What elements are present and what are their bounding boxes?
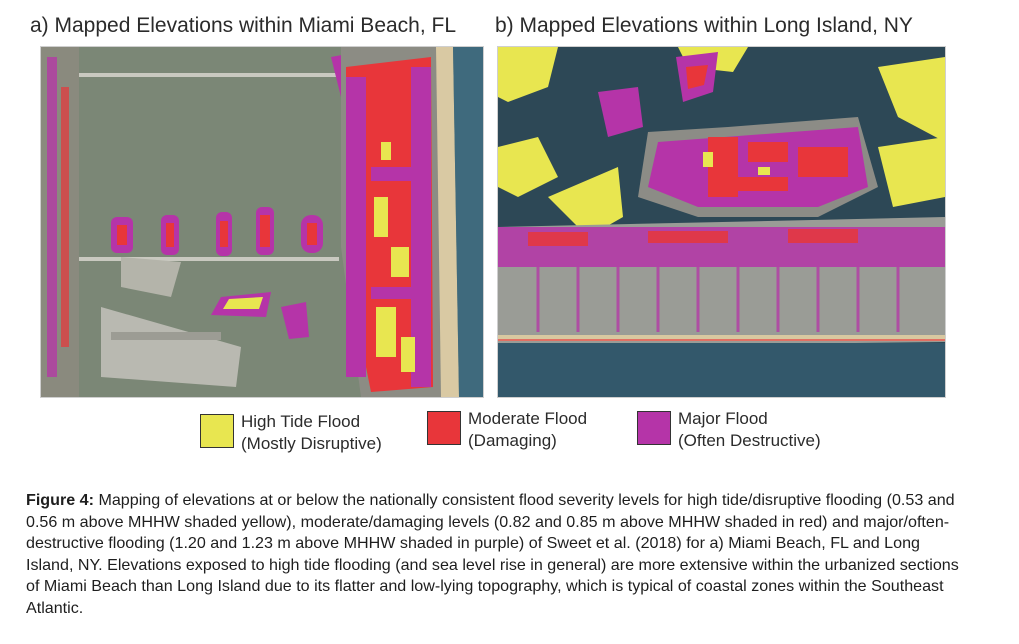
long-island-map	[497, 46, 946, 398]
legend-label: Major Flood	[678, 409, 768, 428]
legend-moderate: Moderate Flood (Damaging)	[427, 408, 587, 452]
legend-label: Moderate Flood	[468, 409, 588, 428]
legend-high-tide: High Tide Flood (Mostly Disruptive)	[200, 411, 382, 455]
panel-a-title: a) Mapped Elevations within Miami Beach,…	[30, 14, 457, 37]
panel-b-title: b) Mapped Elevations within Long Island,…	[495, 14, 913, 37]
legend-swatch-purple	[637, 411, 671, 445]
legend-major: Major Flood (Often Destructive)	[637, 408, 821, 452]
miami-beach-map	[40, 46, 484, 398]
caption-label: Figure 4:	[26, 491, 94, 509]
legend-sublabel: (Mostly Disruptive)	[241, 434, 382, 453]
caption-text: Mapping of elevations at or below the na…	[26, 491, 959, 617]
legend-swatch-red	[427, 411, 461, 445]
legend-sublabel: (Often Destructive)	[678, 431, 821, 450]
legend-swatch-yellow	[200, 414, 234, 448]
legend-sublabel: (Damaging)	[468, 431, 557, 450]
figure-caption: Figure 4: Mapping of elevations at or be…	[26, 490, 971, 619]
legend-label: High Tide Flood	[241, 412, 361, 431]
